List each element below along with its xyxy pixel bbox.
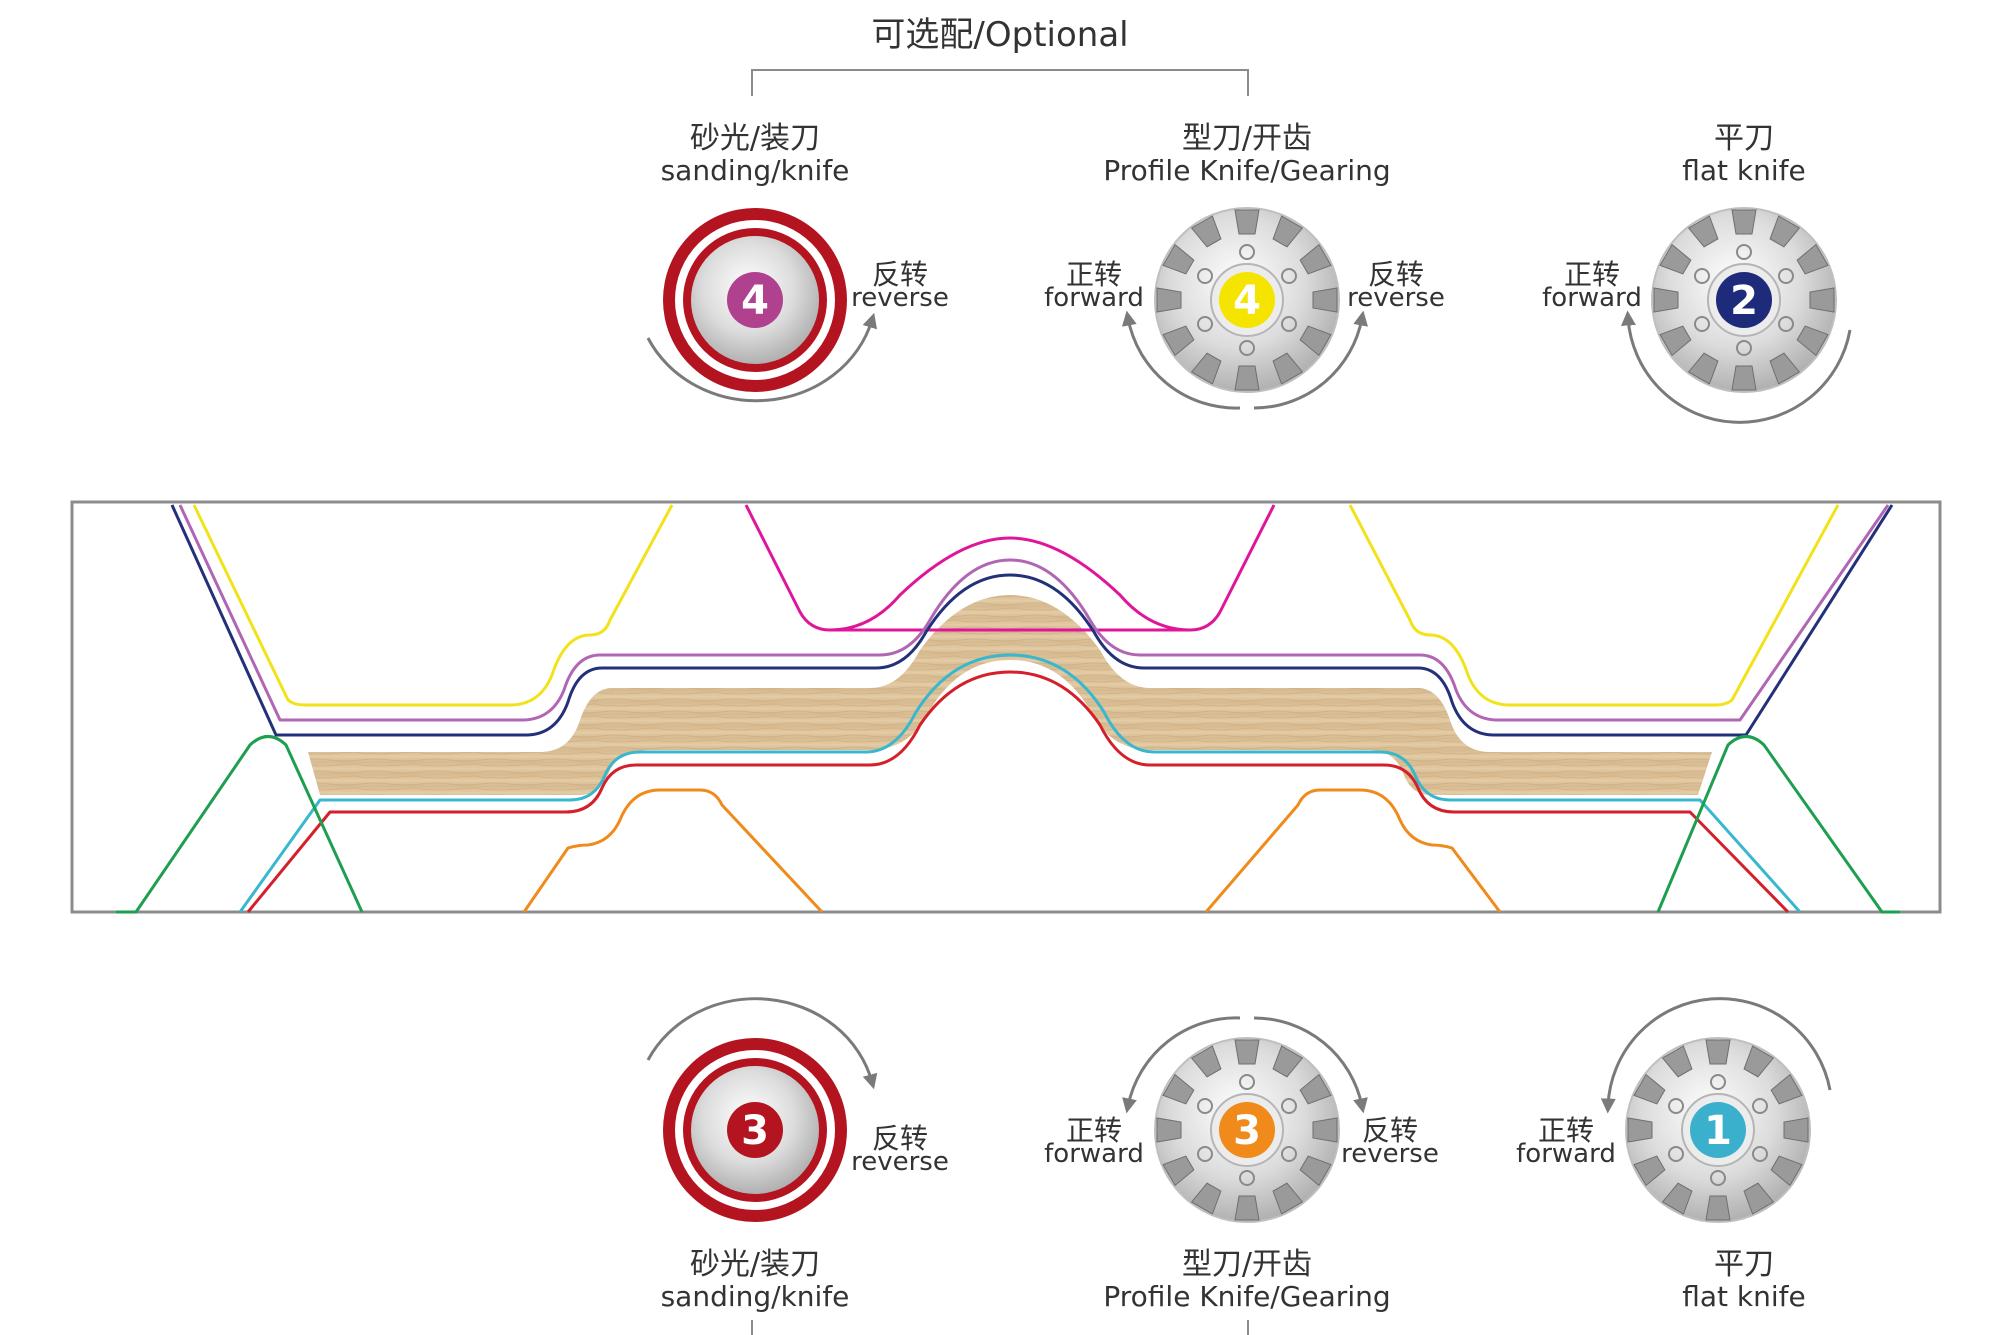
top-flat-rotation-arrow (1621, 310, 1852, 424)
top-profile-rotation-arrow-left (1121, 310, 1241, 410)
bottom-profile-dir-left-en: forward (1044, 1139, 1144, 1169)
top-profile-rotation-arrow-right (1253, 310, 1369, 410)
bottom-flat-rotation-arrow (1600, 997, 1832, 1114)
top-sanding-rotation-arrow (646, 312, 878, 403)
bottom-profile-en: Profile Knife/Gearing (1103, 1280, 1390, 1313)
top-profile-en: Profile Knife/Gearing (1103, 154, 1390, 187)
top-flat-dir-cn: 正转 (1564, 258, 1620, 291)
top-profile-number: 4 (1233, 278, 1261, 324)
top-sanding-number: 4 (741, 278, 769, 324)
top-sanding-dir-en: reverse (851, 283, 949, 313)
orange-profile-line (522, 788, 824, 914)
profile-frame (70, 500, 1942, 914)
bottom-profile-dir-left-cn: 正转 (1066, 1114, 1122, 1147)
optional-label: 可选配/Optional (871, 15, 1128, 55)
top-sanding-dir-cn: 反转 (872, 258, 928, 291)
bottom-flat-dir-cn: 正转 (1538, 1114, 1594, 1147)
bottom-profile-rotation-arrow-left (1122, 1016, 1241, 1114)
bottom-profile-number: 3 (1233, 1108, 1261, 1154)
bottom-sanding-dir-cn: 反转 (872, 1122, 928, 1155)
yellow-profile-line-right (1348, 504, 1840, 707)
bottom-sanding-dir-en: reverse (851, 1147, 949, 1177)
red-profile-line (246, 670, 1790, 914)
bottom-sanding-rotation-arrow (646, 997, 878, 1090)
cyan-profile-line (238, 653, 1802, 913)
top-profile-dir-left-en: forward (1044, 283, 1144, 313)
bottom-profile-number-badge (1219, 1102, 1275, 1158)
top-sanding-en: sanding/knife (661, 154, 850, 187)
green-profile-line-right (1656, 735, 1900, 914)
top-profile-dir-right-cn: 反转 (1368, 258, 1424, 291)
purple-profile-line (178, 504, 1890, 722)
profile-lines (116, 504, 1900, 914)
bottom-flat-number-badge (1690, 1102, 1746, 1158)
bottom-profile-dir-right-en: reverse (1341, 1139, 1439, 1169)
navy-profile-line (170, 504, 1894, 737)
top-sanding-number-badge (727, 272, 783, 328)
top-flat-cn: 平刀 (1714, 121, 1774, 156)
bottom-profile-dir-right-cn: 反转 (1362, 1114, 1418, 1147)
top-flat-number-badge (1716, 272, 1772, 328)
bottom-sanding-number: 3 (741, 1108, 769, 1154)
bottom-sanding-en: sanding/knife (661, 1280, 850, 1313)
top-flat-dir-en: forward (1542, 283, 1642, 313)
bottom-flat-dir-en: forward (1516, 1139, 1616, 1169)
pink-profile-arch (829, 536, 1191, 632)
bottom-profile-cn: 型刀/开齿 (1182, 1247, 1312, 1282)
green-profile-line (116, 735, 364, 914)
yellow-profile-line (192, 504, 674, 707)
top-profile-cn: 型刀/开齿 (1182, 121, 1312, 156)
pink-profile-line (744, 504, 1276, 632)
wood-workpiece (308, 595, 1712, 795)
top-profile-dir-right-en: reverse (1347, 283, 1445, 313)
bottom-sanding-cn: 砂光/装刀 (690, 1247, 820, 1282)
optional-bracket (751, 69, 1249, 96)
bottom-flat-number: 1 (1704, 1108, 1732, 1154)
top-flat-number: 2 (1730, 278, 1758, 324)
bottom-profile-rotation-arrow-right (1253, 1016, 1368, 1114)
bottom-flat-cn: 平刀 (1714, 1247, 1774, 1282)
bottom-sanding-number-badge (727, 1102, 783, 1158)
top-profile-dir-left-cn: 正转 (1066, 258, 1122, 291)
top-profile-number-badge (1219, 272, 1275, 328)
bottom-flat-en: flat knife (1682, 1280, 1806, 1313)
top-sanding-cn: 砂光/装刀 (690, 121, 820, 156)
top-flat-en: flat knife (1682, 154, 1806, 187)
orange-profile-line-right (1204, 788, 1502, 913)
